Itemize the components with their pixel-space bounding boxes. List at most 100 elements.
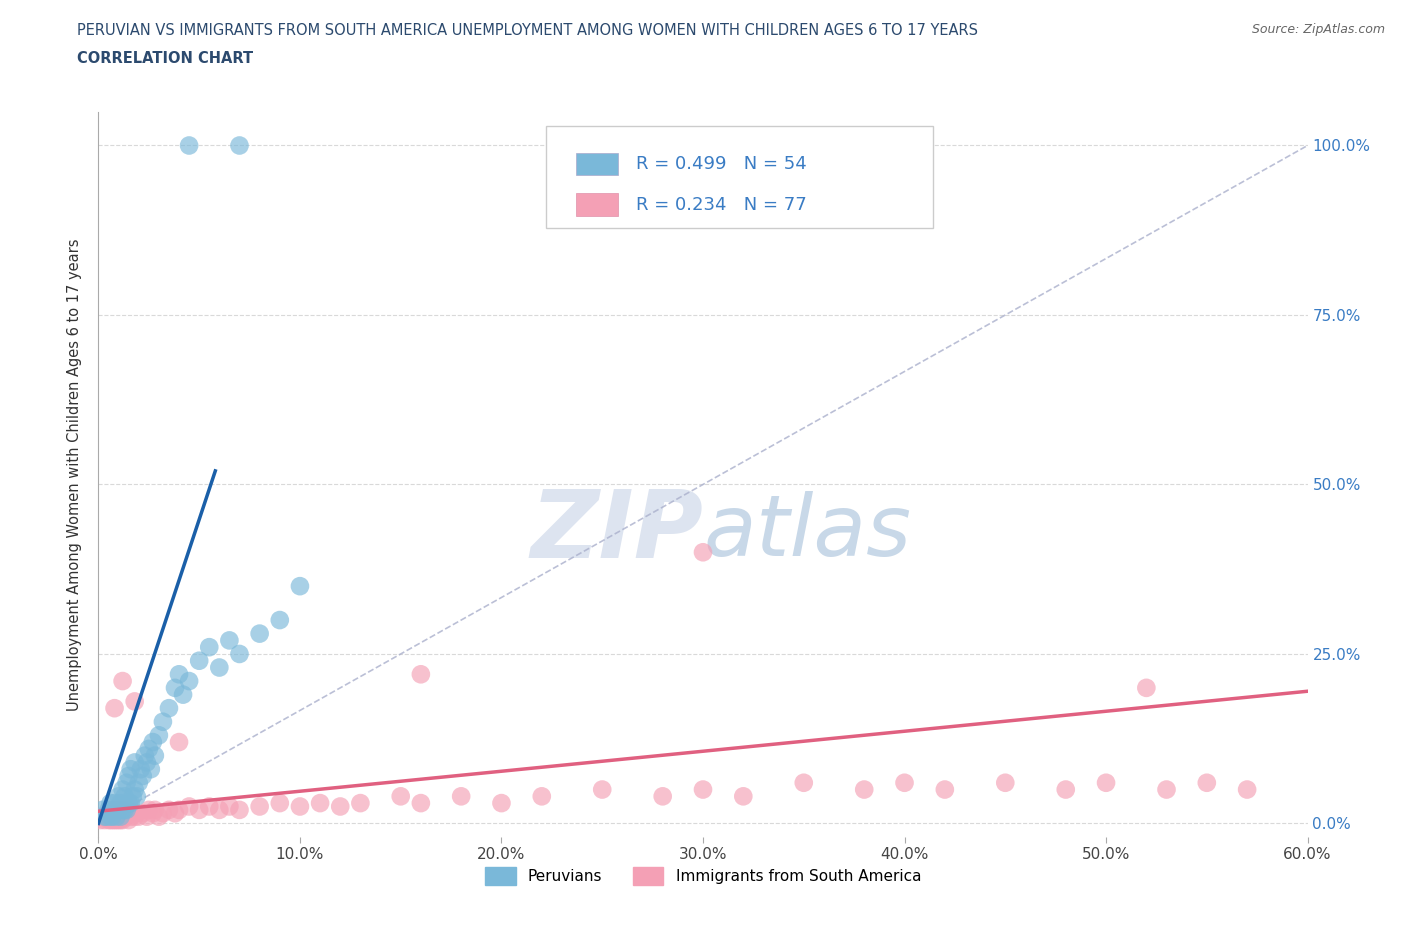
Point xyxy=(651,789,673,804)
Point xyxy=(114,789,136,804)
Point xyxy=(138,741,160,756)
Point xyxy=(105,813,128,828)
Text: ZIP: ZIP xyxy=(530,486,703,578)
Point xyxy=(389,789,412,804)
Point xyxy=(100,796,122,811)
Point xyxy=(1135,681,1157,696)
Point xyxy=(120,796,142,811)
Point xyxy=(105,805,128,820)
Point xyxy=(692,545,714,560)
Point xyxy=(115,776,138,790)
Point xyxy=(103,796,125,811)
FancyBboxPatch shape xyxy=(576,153,619,176)
Point xyxy=(409,796,432,811)
Point xyxy=(93,809,115,824)
Point xyxy=(934,782,956,797)
Point xyxy=(110,809,132,824)
Point xyxy=(101,805,124,820)
Point xyxy=(111,813,134,828)
Text: CORRELATION CHART: CORRELATION CHART xyxy=(77,51,253,66)
Point xyxy=(152,714,174,729)
Point xyxy=(125,805,148,820)
Point xyxy=(143,749,166,764)
Point xyxy=(994,776,1017,790)
Point xyxy=(409,667,432,682)
Point xyxy=(218,633,240,648)
Text: Source: ZipAtlas.com: Source: ZipAtlas.com xyxy=(1251,23,1385,36)
Point xyxy=(179,673,201,688)
Point xyxy=(269,796,291,811)
Point xyxy=(111,673,134,688)
Point xyxy=(138,803,160,817)
Point xyxy=(157,700,180,715)
Point xyxy=(1095,776,1118,790)
Point xyxy=(121,805,143,820)
Point xyxy=(249,626,271,641)
Point xyxy=(142,735,165,750)
Point xyxy=(893,776,915,790)
Point xyxy=(120,809,142,824)
Point xyxy=(135,809,157,824)
Point xyxy=(1236,782,1258,797)
Point xyxy=(198,640,221,655)
Point xyxy=(118,768,141,783)
Point xyxy=(103,813,125,828)
Point xyxy=(103,803,125,817)
Point xyxy=(172,687,194,702)
Point xyxy=(93,813,115,828)
Point xyxy=(853,782,876,797)
Point xyxy=(228,138,250,153)
Point xyxy=(167,667,190,682)
Point xyxy=(101,813,124,828)
Point xyxy=(349,796,371,811)
Point xyxy=(143,803,166,817)
Point xyxy=(101,809,124,824)
Point xyxy=(329,799,352,814)
Point xyxy=(152,805,174,820)
Point xyxy=(103,700,125,715)
Point xyxy=(107,803,129,817)
Point xyxy=(114,809,136,824)
Point xyxy=(157,803,180,817)
Point xyxy=(91,809,114,824)
Point xyxy=(118,796,141,811)
Point xyxy=(107,803,129,817)
Point xyxy=(97,803,120,817)
Point xyxy=(450,789,472,804)
Point xyxy=(103,803,125,817)
Point xyxy=(139,762,162,777)
Point xyxy=(114,803,136,817)
Point xyxy=(269,613,291,628)
Point xyxy=(110,796,132,811)
Point xyxy=(288,578,311,593)
FancyBboxPatch shape xyxy=(546,126,932,228)
Point xyxy=(100,809,122,824)
Point xyxy=(124,809,146,824)
Point xyxy=(111,782,134,797)
Point xyxy=(100,813,122,828)
Point xyxy=(128,809,150,824)
Point xyxy=(148,728,170,743)
Point xyxy=(1054,782,1077,797)
Point xyxy=(115,803,138,817)
Point xyxy=(110,805,132,820)
Point xyxy=(692,782,714,797)
Text: R = 0.499   N = 54: R = 0.499 N = 54 xyxy=(637,154,807,173)
Point xyxy=(591,782,613,797)
FancyBboxPatch shape xyxy=(576,193,619,217)
Point xyxy=(179,138,201,153)
Point xyxy=(124,755,146,770)
Point xyxy=(163,681,186,696)
Y-axis label: Unemployment Among Women with Children Ages 6 to 17 years: Unemployment Among Women with Children A… xyxy=(67,238,83,711)
Point xyxy=(208,660,231,675)
Point xyxy=(208,803,231,817)
Point xyxy=(288,799,311,814)
Legend: Peruvians, Immigrants from South America: Peruvians, Immigrants from South America xyxy=(479,861,927,891)
Point xyxy=(128,776,150,790)
Point xyxy=(111,803,134,817)
Point xyxy=(124,782,146,797)
Point xyxy=(96,809,118,824)
Text: PERUVIAN VS IMMIGRANTS FROM SOUTH AMERICA UNEMPLOYMENT AMONG WOMEN WITH CHILDREN: PERUVIAN VS IMMIGRANTS FROM SOUTH AMERIC… xyxy=(77,23,979,38)
Point xyxy=(129,762,152,777)
Point xyxy=(309,796,332,811)
